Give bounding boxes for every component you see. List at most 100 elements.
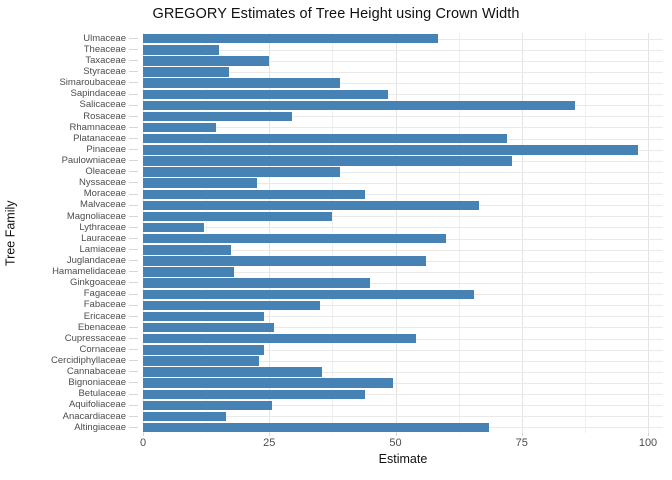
plot-panel [143,33,663,433]
y-tick-mark [129,160,138,162]
y-tick-mark [129,293,138,295]
bar-row [143,89,663,100]
y-tick-mark [129,104,138,106]
y-tick-label: Lauraceae [81,232,126,244]
bar-row [143,133,663,144]
y-label-row: Sapindaceae [0,89,138,100]
y-tick-label: Anacardiaceae [62,410,126,422]
x-tick-label: 25 [263,437,276,449]
y-label-row: Cercidiphyllaceae [0,355,138,366]
y-label-row: Lamiaceae [0,244,138,255]
bar-row [143,411,663,422]
bar-bignoniaceae [143,378,393,388]
bar-ericaceae [143,311,265,322]
y-tick-label: Sapindaceae [70,88,126,100]
y-tick-mark [129,371,138,373]
y-tick-label: Pinaceae [86,143,126,155]
bar-juglandaceae [143,256,426,266]
y-tick-mark [129,349,138,351]
row-gridline [143,405,663,407]
y-label-row: Ginkgoaceae [0,277,138,288]
y-label-row: Lythraceae [0,222,138,233]
x-tick-label: 50 [389,437,402,449]
bar-pinaceae [143,145,638,155]
y-label-row: Lauraceae [0,233,138,244]
bar-lythraceae [143,222,204,233]
row-gridline [143,171,663,173]
y-tick-label: Ericaceae [83,310,126,322]
bar-row [143,222,663,233]
gridline-major-75 [521,33,523,433]
y-label-row: Betulaceae [0,389,138,400]
row-gridline [143,94,663,96]
bar-hamamelidaceae [143,267,234,277]
row-gridline [143,349,663,351]
bar-altingiaceae [143,422,489,433]
y-label-row: Nyssaceae [0,177,138,188]
bar-row [143,155,663,166]
bar-row [143,166,663,177]
y-tick-mark [129,426,138,428]
y-label-row: Ebenaceae [0,322,138,333]
y-tick-label: Paulowniaceae [61,155,126,167]
bar-cupressaceae [143,334,416,344]
x-tick-mark [395,433,397,436]
row-gridline [143,327,663,329]
y-label-row: Aquifoliaceae [0,400,138,411]
bar-row [143,200,663,211]
y-label-row: Salicaceae [0,100,138,111]
y-label-row: Pinaceae [0,144,138,155]
bar-row [143,333,663,344]
y-tick-mark [129,71,138,73]
y-label-row: Malvaceae [0,200,138,211]
y-tick-mark [129,249,138,251]
gridline-minor-12.5 [206,33,208,433]
y-label-row: Fagaceae [0,289,138,300]
y-tick-mark [129,149,138,151]
y-tick-label: Lythraceae [79,221,126,233]
bar-row [143,322,663,333]
y-label-row: Taxaceae [0,55,138,66]
y-tick-mark [129,226,138,228]
bar-lamiaceae [143,245,232,255]
bar-row [143,389,663,400]
y-tick-label: Malvaceae [80,199,126,211]
bar-fagaceae [143,289,474,299]
bar-anacardiaceae [143,411,227,422]
gridline-minor-87.5 [584,33,586,433]
bar-row [143,177,663,188]
x-axis: 0 25 50 75 100 [140,433,672,453]
y-tick-mark [129,315,138,317]
bar-nyssaceae [143,178,257,188]
y-tick-label: Juglandaceae [66,255,126,267]
row-gridline [143,49,663,51]
bar-row [143,44,663,55]
y-label-row: Ulmaceae [0,33,138,44]
row-gridline [143,316,663,318]
y-tick-label: Aquifoliaceae [68,399,126,411]
bar-paulowniaceae [143,156,512,166]
x-tick-mark [648,433,649,436]
y-tick-mark [129,304,138,306]
bar-row [143,244,663,255]
y-tick-label: Cannabaceae [66,366,126,378]
y-tick-mark [129,60,138,62]
bar-row [143,355,663,366]
y-tick-label: Nyssaceae [79,177,126,189]
y-tick-mark [129,182,138,184]
bar-platanaceae [143,134,507,144]
y-tick-mark [129,193,138,195]
x-tick-mark [269,433,271,436]
row-gridline [143,71,663,73]
row-gridline [143,305,663,307]
y-tick-label: Ginkgoaceae [70,277,126,289]
y-tick-mark [129,415,138,417]
bar-row [143,344,663,355]
y-tick-mark [129,338,138,340]
y-label-row: Altingiaceae [0,422,138,433]
y-tick-mark [129,382,138,384]
bar-betulaceae [143,389,366,399]
bar-simaroubaceae [143,78,340,88]
bar-row [143,255,663,266]
